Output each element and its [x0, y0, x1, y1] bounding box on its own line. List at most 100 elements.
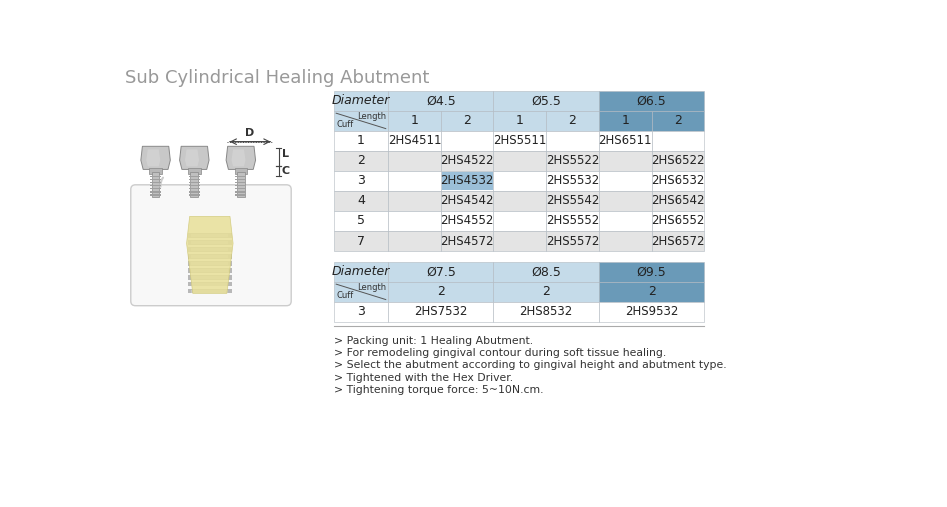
Bar — [151, 178, 161, 180]
Bar — [493, 111, 546, 131]
Text: Length: Length — [357, 283, 385, 293]
Text: 2: 2 — [463, 115, 471, 127]
Bar — [188, 175, 200, 177]
Bar — [440, 211, 493, 231]
Text: 4: 4 — [357, 195, 365, 207]
Bar — [150, 168, 162, 174]
Text: 2HS4522: 2HS4522 — [440, 155, 494, 167]
Bar — [188, 188, 200, 190]
Text: 5: 5 — [357, 214, 365, 228]
Bar — [191, 276, 228, 279]
Text: 2HS6572: 2HS6572 — [652, 235, 705, 247]
Text: 1: 1 — [516, 115, 524, 127]
Text: 2: 2 — [674, 115, 682, 127]
Bar — [388, 262, 493, 282]
Bar — [546, 111, 599, 131]
Bar — [188, 247, 231, 252]
Bar — [188, 194, 200, 196]
Bar — [190, 172, 198, 197]
Text: Cuff: Cuff — [336, 120, 353, 129]
Bar — [599, 171, 652, 191]
Bar — [388, 191, 440, 211]
Bar — [334, 191, 388, 211]
Bar — [191, 241, 228, 244]
Text: 2HS6522: 2HS6522 — [652, 155, 705, 167]
Bar — [188, 254, 231, 259]
Text: 2HS6542: 2HS6542 — [652, 195, 705, 207]
Bar — [236, 188, 246, 190]
Bar — [334, 282, 388, 302]
Bar — [191, 269, 228, 272]
Bar — [652, 211, 705, 231]
Bar — [236, 191, 246, 193]
Text: D: D — [245, 128, 255, 138]
Bar — [652, 151, 705, 171]
Text: Ø5.5: Ø5.5 — [531, 94, 562, 107]
Text: 1: 1 — [410, 115, 419, 127]
Bar — [493, 282, 599, 302]
Bar — [440, 191, 493, 211]
Text: 1: 1 — [621, 115, 629, 127]
Bar — [191, 255, 228, 258]
Text: 2HS4572: 2HS4572 — [440, 235, 494, 247]
Bar — [440, 171, 493, 191]
Bar — [237, 172, 244, 197]
Text: 2: 2 — [648, 285, 655, 298]
Bar — [191, 248, 228, 251]
Bar — [599, 302, 705, 322]
Bar — [188, 240, 231, 245]
Bar — [188, 275, 231, 279]
Bar — [151, 182, 161, 183]
Bar — [440, 231, 493, 251]
Bar — [334, 111, 388, 131]
Text: 2HS6552: 2HS6552 — [652, 214, 705, 228]
Polygon shape — [180, 147, 209, 169]
Bar — [388, 131, 440, 151]
Text: 2HS5522: 2HS5522 — [545, 155, 599, 167]
Bar — [599, 262, 705, 282]
Bar — [188, 178, 200, 180]
Text: 2HS5572: 2HS5572 — [545, 235, 599, 247]
Bar — [493, 131, 546, 151]
Bar — [652, 111, 705, 131]
Bar — [440, 151, 493, 171]
Text: L: L — [282, 149, 289, 159]
Text: Cuff: Cuff — [336, 291, 353, 300]
Bar — [493, 302, 599, 322]
Text: 2HS4542: 2HS4542 — [440, 195, 494, 207]
Bar — [151, 194, 161, 196]
Bar — [599, 91, 705, 111]
Bar — [191, 234, 228, 237]
Bar — [236, 194, 246, 196]
Text: Ø9.5: Ø9.5 — [636, 265, 667, 278]
Text: 2HS4511: 2HS4511 — [387, 134, 441, 148]
Bar — [191, 262, 228, 265]
Bar — [236, 178, 246, 180]
Text: 1: 1 — [357, 134, 365, 148]
Bar — [388, 91, 493, 111]
Bar — [652, 191, 705, 211]
Bar — [188, 261, 231, 266]
Text: > For remodeling gingival contour during soft tissue healing.: > For remodeling gingival contour during… — [334, 348, 666, 358]
Text: 2HS5552: 2HS5552 — [545, 214, 599, 228]
Bar — [188, 268, 231, 273]
Bar — [546, 151, 599, 171]
Text: > Packing unit: 1 Healing Abutment.: > Packing unit: 1 Healing Abutment. — [334, 336, 533, 346]
Text: 2HS8532: 2HS8532 — [520, 305, 573, 318]
Polygon shape — [226, 147, 256, 169]
Bar — [546, 231, 599, 251]
Bar — [334, 131, 388, 151]
Bar — [151, 191, 161, 193]
Bar — [440, 111, 493, 131]
Bar — [546, 171, 599, 191]
Bar — [493, 151, 546, 171]
Bar — [388, 231, 440, 251]
Text: 2HS5511: 2HS5511 — [493, 134, 546, 148]
Text: 3: 3 — [357, 174, 365, 188]
Bar — [546, 131, 599, 151]
Bar — [188, 182, 200, 183]
Bar — [652, 231, 705, 251]
Text: 2: 2 — [568, 115, 577, 127]
Bar — [599, 282, 705, 302]
Text: 2HS4532: 2HS4532 — [440, 174, 493, 188]
